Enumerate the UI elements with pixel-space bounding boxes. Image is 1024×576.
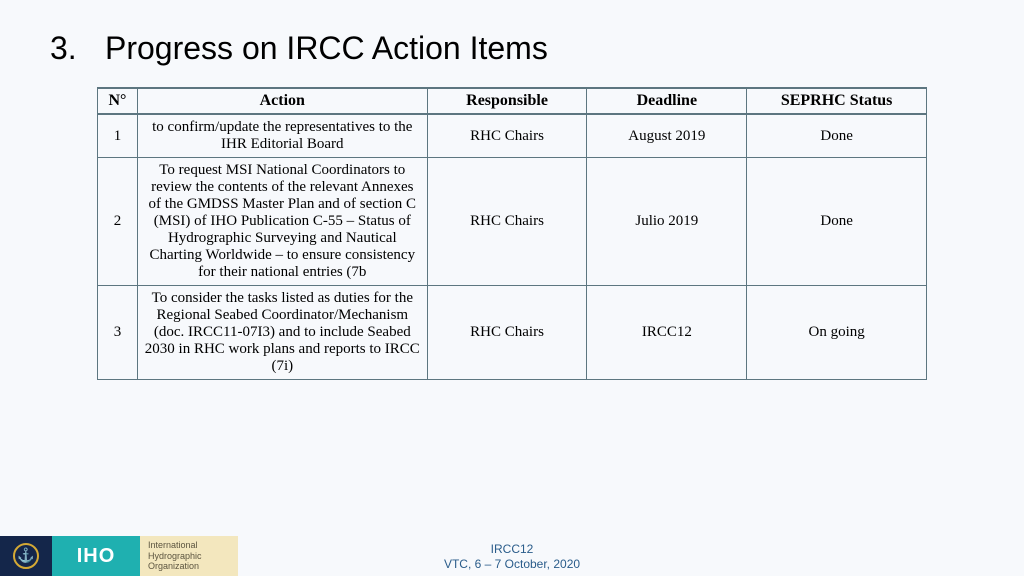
cell-n: 1 [98,114,138,158]
table-header-row: N° Action Responsible Deadline SEPRHC St… [98,88,927,114]
col-header-responsible: Responsible [427,88,587,114]
logo-org-name: International Hydrographic Organization [140,536,238,576]
cell-responsible: RHC Chairs [427,114,587,158]
cell-status: On going [747,286,927,380]
cell-deadline: IRCC12 [587,286,747,380]
logo-iho: IHO [52,536,140,576]
cell-deadline: August 2019 [587,114,747,158]
cell-n: 2 [98,158,138,286]
cell-responsible: RHC Chairs [427,158,587,286]
action-items-table: N° Action Responsible Deadline SEPRHC St… [97,87,927,380]
col-header-action: Action [137,88,427,114]
cell-status: Done [747,114,927,158]
col-header-status: SEPRHC Status [747,88,927,114]
cell-n: 3 [98,286,138,380]
logo-group: IHO International Hydrographic Organizat… [0,536,238,576]
anchor-icon [13,543,39,569]
cell-deadline: Julio 2019 [587,158,747,286]
cell-responsible: RHC Chairs [427,286,587,380]
col-header-n: N° [98,88,138,114]
slide-title: 3.Progress on IRCC Action Items [50,30,974,67]
footer-line-2: VTC, 6 – 7 October, 2020 [444,557,580,572]
table-row: 2 To request MSI National Coordinators t… [98,158,927,286]
table-row: 3 To consider the tasks listed as duties… [98,286,927,380]
cell-action: To consider the tasks listed as duties f… [137,286,427,380]
footer-line-1: IRCC12 [444,542,580,557]
title-text: Progress on IRCC Action Items [105,30,548,66]
col-header-deadline: Deadline [587,88,747,114]
org-line: Hydrographic [148,551,202,561]
logo-emblem [0,536,52,576]
org-line: Organization [148,561,202,571]
cell-status: Done [747,158,927,286]
cell-action: To request MSI National Coordinators to … [137,158,427,286]
cell-action: to confirm/update the representatives to… [137,114,427,158]
slide-footer: IHO International Hydrographic Organizat… [0,536,1024,576]
table-row: 1 to confirm/update the representatives … [98,114,927,158]
title-number: 3. [50,30,105,67]
org-line: International [148,540,202,550]
footer-text: IRCC12 VTC, 6 – 7 October, 2020 [444,542,580,572]
